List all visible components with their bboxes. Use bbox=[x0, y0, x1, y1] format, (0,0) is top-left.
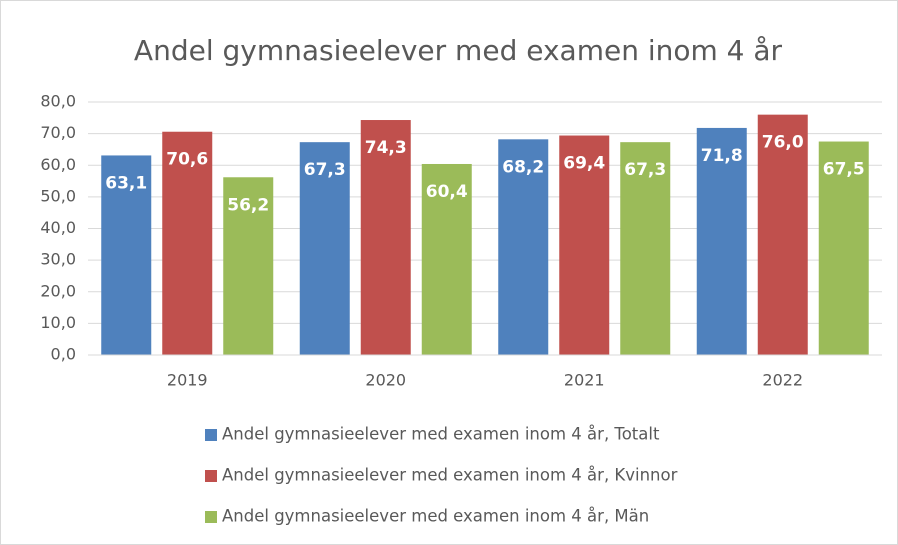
value-label: 60,4 bbox=[426, 182, 468, 202]
bar bbox=[101, 155, 152, 355]
bar bbox=[620, 142, 671, 355]
y-tick-label: 50,0 bbox=[40, 186, 76, 205]
x-tick-label: 2019 bbox=[167, 371, 208, 390]
y-tick-label: 0,0 bbox=[51, 345, 76, 364]
bar bbox=[360, 120, 411, 356]
value-label: 76,0 bbox=[762, 133, 804, 153]
bar bbox=[162, 131, 213, 355]
bar bbox=[818, 141, 869, 355]
bar bbox=[757, 114, 808, 356]
y-tick-label: 10,0 bbox=[40, 313, 76, 332]
legend-label: Andel gymnasieelever med examen inom 4 å… bbox=[222, 507, 649, 526]
y-tick-label: 30,0 bbox=[40, 250, 76, 269]
legend-label: Andel gymnasieelever med examen inom 4 å… bbox=[222, 466, 678, 485]
y-tick-label: 80,0 bbox=[40, 92, 76, 111]
x-tick-label: 2021 bbox=[564, 371, 605, 390]
value-label: 71,8 bbox=[701, 146, 743, 166]
value-label: 74,3 bbox=[365, 138, 407, 158]
bar bbox=[421, 163, 472, 355]
x-tick-label: 2022 bbox=[762, 371, 803, 390]
chart-title: Andel gymnasieelever med examen inom 4 å… bbox=[134, 34, 783, 67]
value-label: 68,2 bbox=[502, 157, 544, 177]
y-tick-label: 20,0 bbox=[40, 281, 76, 300]
value-label: 67,5 bbox=[823, 160, 865, 180]
bar bbox=[299, 142, 350, 355]
bar bbox=[498, 139, 549, 355]
legend-swatch bbox=[205, 470, 217, 482]
legend-label: Andel gymnasieelever med examen inom 4 å… bbox=[222, 425, 660, 444]
y-tick-label: 70,0 bbox=[40, 123, 76, 142]
legend-swatch bbox=[205, 511, 217, 523]
y-tick-label: 60,0 bbox=[40, 155, 76, 174]
bar bbox=[696, 127, 747, 356]
x-tick-label: 2020 bbox=[365, 371, 406, 390]
value-label: 67,3 bbox=[624, 160, 666, 180]
legend-swatch bbox=[205, 429, 217, 441]
bar bbox=[223, 177, 274, 355]
bar bbox=[559, 135, 610, 355]
value-label: 69,4 bbox=[563, 154, 605, 174]
value-label: 67,3 bbox=[304, 160, 346, 180]
value-label: 56,2 bbox=[227, 195, 269, 215]
y-tick-label: 40,0 bbox=[40, 218, 76, 237]
value-label: 63,1 bbox=[105, 173, 147, 193]
value-label: 70,6 bbox=[166, 150, 208, 170]
